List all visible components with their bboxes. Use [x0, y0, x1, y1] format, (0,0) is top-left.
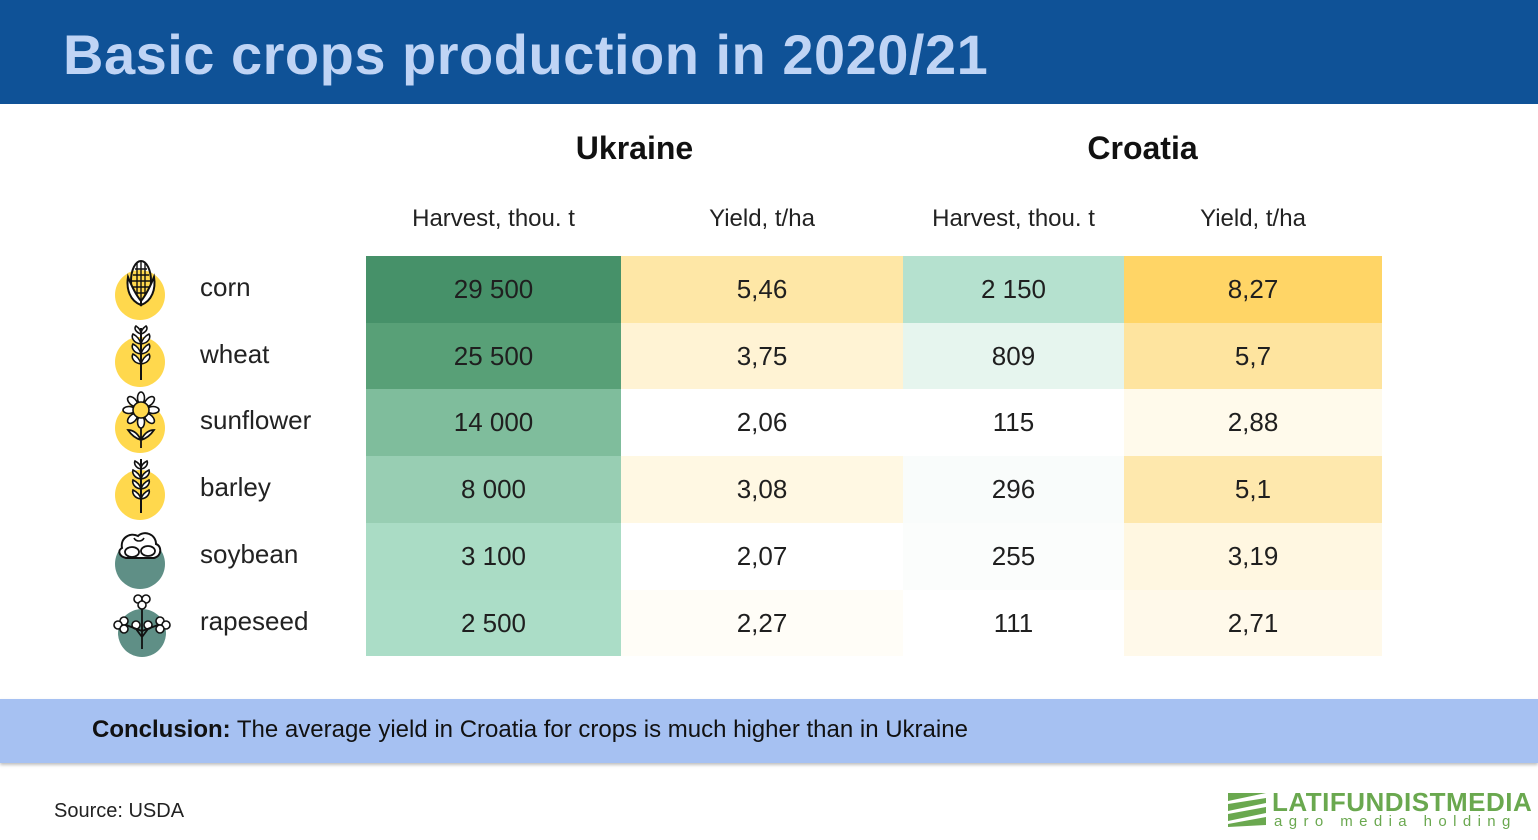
table-cell-rapeseed-2: 111 [903, 590, 1124, 656]
header-banner: Basic crops production in 2020/21 [0, 0, 1538, 104]
column-header-ukraine-yield: Yield, t/ha [709, 205, 815, 232]
column-header-croatia-harvest: Harvest, thou. t [932, 205, 1095, 232]
table-cell-wheat-0: 25 500 [366, 323, 621, 389]
table-cell-soybean-2: 255 [903, 523, 1124, 590]
table-cell-rapeseed-3: 2,71 [1124, 590, 1382, 656]
table-cell-corn-3: 8,27 [1124, 256, 1382, 323]
column-header-ukraine-harvest: Harvest, thou. t [412, 205, 575, 232]
conclusion-banner: Conclusion: The average yield in Croatia… [0, 699, 1538, 763]
table-cell-corn-2: 2 150 [903, 256, 1124, 323]
conclusion-body: The average yield in Croatia for crops i… [230, 716, 968, 743]
source-note: Source: USDA [54, 800, 185, 822]
table-cell-barley-2: 296 [903, 456, 1124, 523]
table-cell-rapeseed-1: 2,27 [621, 590, 903, 656]
crop-label-soybean: soybean [200, 539, 299, 569]
table-cell-sunflower-2: 115 [903, 389, 1124, 456]
table-cell-barley-3: 5,1 [1124, 456, 1382, 523]
rapeseed-icon [113, 594, 171, 657]
corn-icon [115, 260, 165, 320]
logo-name: LATIFUNDISTMEDIA [1272, 787, 1533, 817]
barley-icon [115, 459, 165, 520]
crop-label-corn: corn [200, 272, 251, 302]
table-cell-corn-1: 5,46 [621, 256, 903, 323]
table-cell-barley-0: 8 000 [366, 456, 621, 523]
table-cell-sunflower-1: 2,06 [621, 389, 903, 456]
table-cell-corn-0: 29 500 [366, 256, 621, 323]
latifundist-logo: LATIFUNDISTMEDIA agro media holding [1226, 787, 1532, 832]
crop-label-barley: barley [200, 472, 271, 502]
table-cell-wheat-2: 809 [903, 323, 1124, 389]
table-cell-sunflower-0: 14 000 [366, 389, 621, 456]
crop-label-rapeseed: rapeseed [200, 606, 309, 636]
table-cell-barley-1: 3,08 [621, 456, 903, 523]
conclusion-text: Conclusion: The average yield in Croatia… [92, 716, 968, 744]
table-cell-soybean-1: 2,07 [621, 523, 903, 590]
wheat-icon [115, 324, 165, 387]
logo-mark-icon [1228, 793, 1266, 827]
page-title: Basic crops production in 2020/21 [63, 23, 989, 86]
logo-tagline: agro media holding [1274, 813, 1517, 830]
table-cell-soybean-3: 3,19 [1124, 523, 1382, 590]
crop-label-wheat: wheat [200, 339, 270, 369]
country-heading-ukraine: Ukraine [575, 130, 694, 166]
conclusion-label: Conclusion: [92, 716, 231, 743]
table-cell-sunflower-3: 2,88 [1124, 389, 1382, 456]
table-cell-wheat-3: 5,7 [1124, 323, 1382, 389]
table-cell-wheat-1: 3,75 [621, 323, 903, 389]
column-header-croatia-yield: Yield, t/ha [1200, 205, 1306, 232]
table-cell-rapeseed-0: 2 500 [366, 590, 621, 656]
crop-label-sunflower: sunflower [200, 405, 312, 435]
soybean-icon [115, 532, 165, 589]
table-cell-soybean-0: 3 100 [366, 523, 621, 590]
country-heading-croatia: Croatia [1087, 130, 1198, 166]
sunflower-icon [115, 391, 165, 453]
